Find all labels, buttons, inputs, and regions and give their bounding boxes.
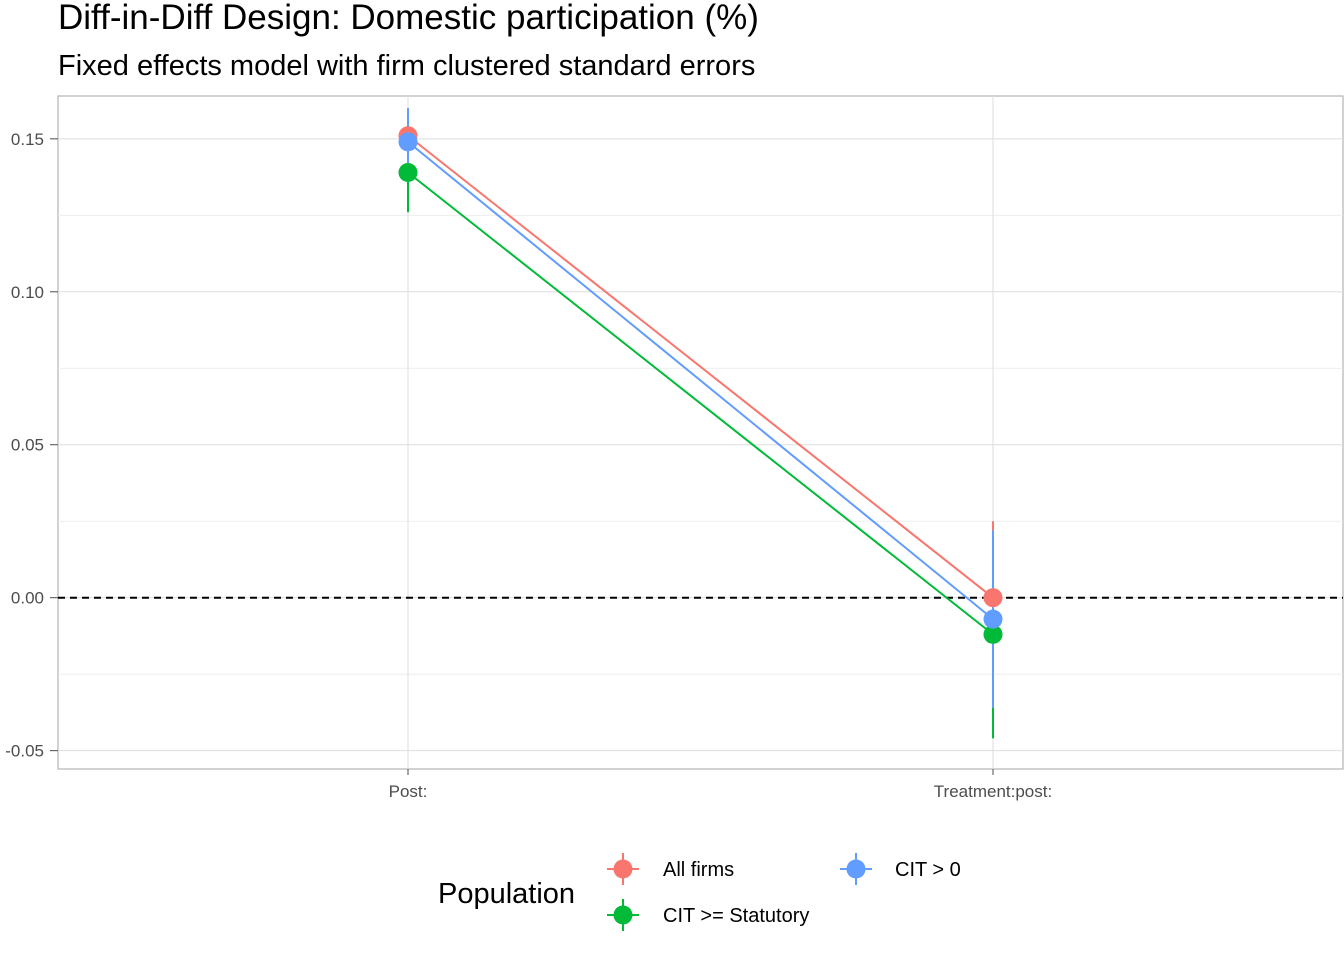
series-line [407, 171, 994, 636]
legend-item: CIT > 0 [840, 853, 961, 885]
y-axis: -0.05 0.00 0.05 0.10 0.15 [5, 130, 58, 761]
data-point [983, 624, 1003, 644]
y-tick-label: 0.00 [11, 589, 44, 608]
grid-minor [58, 214, 1343, 675]
x-tick-label: Treatment:post: [934, 782, 1052, 801]
chart-title: Diff-in-Diff Design: Domestic participat… [58, 0, 759, 37]
points [398, 126, 1003, 644]
y-tick-label: 0.10 [11, 283, 44, 302]
legend-label: CIT > 0 [895, 859, 961, 881]
series-lines [407, 134, 994, 636]
legend: Population All firms CIT > 0 CIT >= Statut… [438, 853, 961, 931]
legend-key-point [846, 859, 866, 879]
legend-item: CIT >= Statutory [607, 899, 809, 931]
legend-item: All firms [607, 853, 734, 885]
legend-key-point [613, 905, 633, 925]
data-point [398, 162, 418, 182]
x-axis: Post: Treatment:post: [389, 769, 1052, 801]
data-point [983, 609, 1003, 629]
x-tick-label: Post: [389, 782, 428, 801]
y-tick-label: 0.05 [11, 436, 44, 455]
legend-entries: All firms CIT > 0 CIT >= Statutory [607, 853, 961, 931]
plot-border [57, 95, 1344, 770]
chart-subtitle: Fixed effects model with firm clustered … [58, 50, 755, 82]
plot-panel [57, 95, 1344, 770]
series-line [407, 141, 994, 620]
y-tick-label: -0.05 [5, 742, 44, 761]
data-point [983, 588, 1003, 608]
data-point [398, 132, 418, 152]
legend-label: All firms [663, 859, 734, 881]
legend-label: CIT >= Statutory [663, 905, 809, 927]
legend-title: Population [438, 878, 575, 910]
series-line [407, 134, 994, 599]
y-tick-label: 0.15 [11, 130, 44, 149]
legend-key-point [613, 859, 633, 879]
